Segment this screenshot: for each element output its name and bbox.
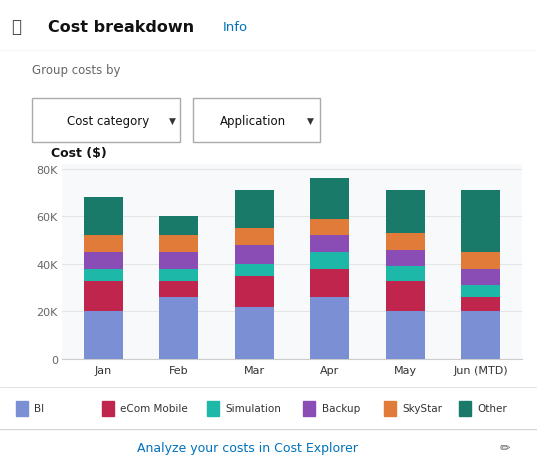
Bar — [16, 401, 28, 416]
Bar — [159, 252, 199, 269]
FancyBboxPatch shape — [32, 99, 180, 142]
Bar — [102, 401, 114, 416]
Bar — [386, 191, 425, 233]
Bar — [461, 312, 500, 359]
Text: BI: BI — [34, 403, 45, 413]
Bar — [84, 312, 123, 359]
Bar — [84, 198, 123, 236]
Bar — [235, 229, 274, 245]
Bar — [159, 298, 199, 359]
Bar — [461, 269, 500, 286]
Text: ▼: ▼ — [307, 116, 314, 125]
Bar — [235, 307, 274, 359]
Bar — [235, 264, 274, 276]
Text: Other: Other — [477, 403, 507, 413]
Bar — [384, 401, 396, 416]
Bar — [310, 219, 349, 236]
Bar — [459, 401, 471, 416]
Text: Cost category: Cost category — [67, 114, 149, 127]
Bar — [159, 281, 199, 298]
Bar — [310, 236, 349, 252]
Bar — [386, 233, 425, 250]
Bar — [235, 276, 274, 307]
Text: Cost breakdown: Cost breakdown — [48, 19, 194, 34]
Bar — [310, 269, 349, 298]
Bar — [461, 191, 500, 252]
Text: ⠿: ⠿ — [11, 18, 21, 36]
Bar — [84, 269, 123, 281]
Text: Application: Application — [220, 114, 286, 127]
Bar — [310, 179, 349, 219]
Text: eCom Mobile: eCom Mobile — [120, 403, 188, 413]
Text: Group costs by: Group costs by — [32, 64, 121, 77]
Bar — [461, 286, 500, 298]
Bar — [386, 267, 425, 281]
Bar — [235, 191, 274, 229]
Text: Cost ($): Cost ($) — [51, 147, 107, 160]
Bar — [235, 245, 274, 264]
Bar — [386, 250, 425, 267]
Text: ▼: ▼ — [169, 116, 176, 125]
Text: SkyStar: SkyStar — [402, 403, 442, 413]
Bar — [310, 298, 349, 359]
Text: Backup: Backup — [322, 403, 360, 413]
Bar — [84, 252, 123, 269]
Bar — [461, 252, 500, 269]
Bar — [207, 401, 219, 416]
Bar — [461, 298, 500, 312]
FancyBboxPatch shape — [193, 99, 320, 142]
Bar — [310, 252, 349, 269]
Text: Info: Info — [223, 20, 248, 33]
Bar — [159, 269, 199, 281]
Bar — [159, 236, 199, 252]
Text: Simulation: Simulation — [225, 403, 281, 413]
Bar — [303, 401, 315, 416]
Bar — [386, 312, 425, 359]
Bar — [84, 281, 123, 312]
Text: Analyze your costs in Cost Explorer: Analyze your costs in Cost Explorer — [136, 441, 358, 454]
Text: ✏: ✏ — [499, 441, 510, 454]
Bar — [159, 217, 199, 236]
Bar — [386, 281, 425, 312]
Bar — [84, 236, 123, 252]
